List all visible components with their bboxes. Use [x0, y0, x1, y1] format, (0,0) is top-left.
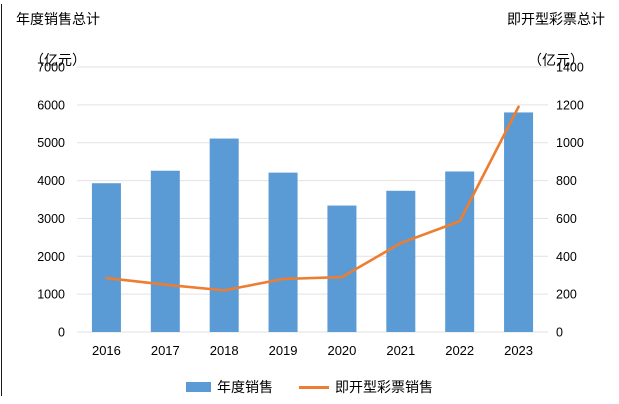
bar-2019 — [268, 172, 298, 332]
right-axis-title: 即开型彩票总计 （亿元） — [495, 9, 617, 70]
x-axis-tick-label: 2019 — [269, 343, 298, 358]
bar-2018 — [209, 138, 239, 332]
x-axis-tick-label: 2021 — [386, 343, 415, 358]
right-axis-tick-label: 1200 — [556, 98, 584, 112]
right-axis-tick-label: 800 — [556, 174, 577, 188]
legend-label-annual-sales: 年度销售 — [217, 379, 273, 395]
right-axis-tick-label: 0 — [556, 326, 563, 340]
right-axis-tick-label: 600 — [556, 212, 577, 226]
right-axis-title-line2: （亿元） — [528, 51, 584, 68]
right-axis-tick-label: 1400 — [556, 61, 584, 75]
legend-label-instant-lottery: 即开型彩票销售 — [335, 379, 433, 395]
x-axis-tick-label: 2017 — [151, 343, 180, 358]
left-axis-title-line1: 年度销售总计 — [16, 11, 100, 27]
left-crop-border — [1, 4, 2, 396]
left-axis-tick-label: 5000 — [37, 136, 65, 150]
bar-2023 — [504, 112, 534, 332]
left-axis-tick-label: 0 — [58, 326, 65, 340]
bar-2022 — [445, 171, 475, 332]
left-axis-tick-label: 2000 — [37, 250, 65, 264]
left-axis-tick-label: 3000 — [37, 212, 65, 226]
x-axis-tick-label: 2016 — [92, 343, 121, 358]
x-axis-tick-label: 2023 — [504, 343, 533, 358]
bar-2021 — [386, 190, 416, 332]
left-axis-tick-label: 7000 — [37, 61, 65, 75]
legend-item-annual-sales: 年度销售 — [186, 377, 273, 397]
legend-item-instant-lottery: 即开型彩票销售 — [299, 377, 433, 397]
x-axis-tick-label: 2022 — [445, 343, 474, 358]
bar-2017 — [150, 170, 180, 332]
bar-2020 — [327, 205, 357, 332]
right-axis-tick-label: 200 — [556, 288, 577, 302]
right-axis-tick-label: 1000 — [556, 136, 584, 150]
instant-lottery-line — [105, 105, 520, 292]
right-axis-tick-label: 400 — [556, 250, 577, 264]
legend: 年度销售 即开型彩票销售 — [0, 377, 619, 397]
left-axis-tick-label: 1000 — [37, 288, 65, 302]
x-axis-tick-label: 2020 — [327, 343, 356, 358]
left-axis-tick-label: 6000 — [37, 98, 65, 112]
bar-2016 — [91, 183, 121, 332]
left-axis-title: 年度销售总计 （亿元） — [8, 9, 108, 70]
left-axis-title-line2: （亿元） — [30, 51, 86, 68]
bar-series-swatch — [186, 382, 211, 392]
line-series-swatch — [299, 385, 329, 389]
x-axis-tick-label: 2018 — [210, 343, 239, 358]
left-axis-tick-label: 4000 — [37, 174, 65, 188]
right-axis-title-line1: 即开型彩票总计 — [507, 11, 605, 27]
